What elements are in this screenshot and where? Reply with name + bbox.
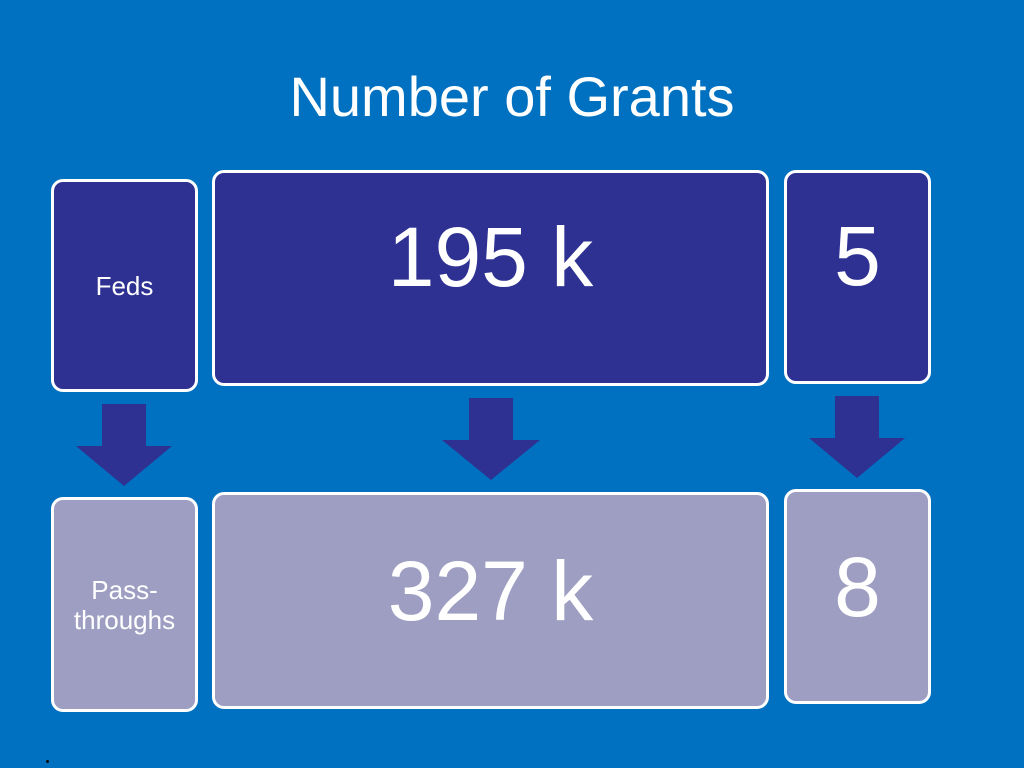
pass-throughs-small-count: 8 <box>834 539 881 634</box>
slide-title: Number of Grants <box>289 65 735 128</box>
arrow-down-icon <box>76 404 172 486</box>
feds-large-count-box: 195 k <box>212 170 769 386</box>
feds-large-count: 195 k <box>387 210 594 304</box>
feds-small-count-box: 5 <box>784 170 931 384</box>
pass-throughs-label-line1: Pass- <box>91 574 158 605</box>
feds-box: Feds <box>51 179 198 392</box>
feds-label: Feds <box>95 270 154 301</box>
pass-throughs-large-count-box: 327 k <box>212 492 769 709</box>
pass-throughs-small-count-box: 8 <box>784 489 931 704</box>
footer-dot <box>46 760 49 763</box>
pass-throughs-large-count: 327 k <box>387 543 594 638</box>
arrow-down-icon <box>442 398 540 480</box>
pass-throughs-label-line2: throughs <box>73 604 176 635</box>
feds-small-count: 5 <box>834 209 881 303</box>
arrow-down-icon <box>809 396 905 478</box>
pass-throughs-label: Pass- throughs <box>74 575 175 635</box>
pass-throughs-box: Pass- throughs <box>51 497 198 712</box>
